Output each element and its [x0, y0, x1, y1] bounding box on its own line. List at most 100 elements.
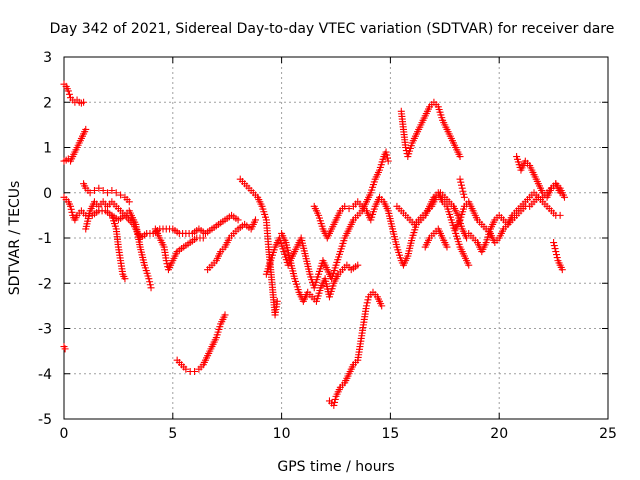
y-tick-label: -1: [38, 231, 52, 247]
data-point: [459, 187, 467, 195]
data-point: [378, 302, 386, 310]
series-arc-3: [60, 193, 242, 242]
data-point: [146, 281, 154, 289]
series-arc-21: [456, 175, 468, 201]
data-point: [460, 190, 468, 198]
data-point: [362, 302, 370, 310]
data-point: [458, 184, 466, 192]
data-point: [99, 186, 107, 194]
data-point: [146, 278, 154, 286]
series-arc-7: [151, 225, 207, 274]
x-tick-label: 15: [381, 426, 399, 442]
data-point: [341, 202, 349, 210]
data-point: [457, 178, 465, 186]
data-point: [363, 299, 371, 307]
data-point: [556, 211, 564, 219]
y-tick-label: -4: [38, 367, 52, 383]
data-point: [121, 275, 129, 283]
data-point: [463, 234, 471, 242]
series-arc-15: [310, 189, 473, 269]
data-point: [125, 198, 133, 206]
x-tick-label: 0: [60, 426, 69, 442]
data-point: [147, 284, 155, 292]
data-point: [191, 367, 199, 375]
data-point: [364, 296, 372, 304]
data-point: [556, 189, 564, 197]
y-tick-label: -2: [38, 276, 52, 292]
data-point: [331, 398, 339, 406]
y-tick-label: 2: [43, 95, 52, 111]
data-point: [465, 261, 473, 269]
data-point: [145, 275, 153, 283]
data-point: [560, 193, 568, 201]
data-point: [67, 202, 75, 210]
data-point: [64, 87, 72, 95]
data-point: [383, 154, 391, 162]
data-point: [443, 243, 451, 251]
data-point: [182, 365, 190, 373]
y-tick-label: 1: [43, 141, 52, 157]
data-point: [345, 205, 353, 213]
y-tick-label: 0: [43, 186, 52, 202]
data-point: [354, 261, 362, 269]
data-point: [273, 297, 281, 305]
data-point: [117, 191, 125, 199]
data-point: [234, 216, 242, 224]
data-point: [251, 216, 259, 224]
data-point: [460, 193, 468, 201]
x-tick-label: 5: [168, 426, 177, 442]
grid: [64, 57, 608, 419]
data-point: [162, 257, 170, 265]
chart-title: Day 342 of 2021, Sidereal Day-to-day VTE…: [50, 21, 615, 37]
data-point: [402, 144, 410, 151]
series-arc-17: [397, 98, 464, 161]
data-point: [382, 148, 390, 156]
data-point: [65, 90, 73, 98]
data-point: [384, 157, 392, 165]
data-point: [330, 401, 338, 409]
y-tick-label: -5: [38, 412, 52, 428]
series-arc-14: [325, 288, 386, 409]
data-point: [550, 239, 558, 247]
data-point: [550, 242, 558, 250]
data-point: [104, 189, 112, 197]
series-arc-8: [60, 343, 69, 353]
data-point: [553, 254, 561, 262]
series-arc-1: [60, 80, 88, 107]
series-arc-23: [550, 239, 566, 274]
data-marks: [60, 80, 568, 409]
data-point: [108, 186, 116, 194]
data-point: [558, 266, 566, 274]
data-point: [80, 98, 88, 106]
data-point: [68, 208, 76, 216]
data-point: [90, 186, 98, 194]
series-arc-2: [60, 125, 90, 165]
series-arc-13: [278, 229, 362, 305]
series-arc-10: [204, 216, 259, 274]
data-point: [331, 395, 339, 403]
x-tick-label: 20: [490, 426, 508, 442]
series-arc-6: [108, 211, 129, 283]
data-point: [67, 205, 75, 213]
y-axis-label: SDTVAR / TECUs: [7, 181, 23, 296]
x-tick-label: 10: [273, 426, 291, 442]
data-point: [456, 175, 464, 183]
data-point: [112, 189, 120, 197]
data-point: [221, 311, 229, 319]
data-point: [82, 125, 90, 133]
data-point: [199, 234, 207, 242]
y-tick-label: -3: [38, 322, 52, 338]
data-point: [551, 245, 559, 253]
x-tick-label: 25: [599, 426, 617, 442]
axes: 0 5 10 15 20 25 -5 -4 -3 -2 -1 0 1 2 3: [38, 50, 617, 442]
data-point: [61, 345, 69, 353]
data-point: [553, 251, 561, 259]
data-point: [552, 248, 560, 256]
data-point: [163, 260, 171, 268]
x-axis-label: GPS time / hours: [277, 459, 394, 475]
series-arc-18: [421, 225, 451, 251]
series-arc-5: [82, 198, 155, 292]
series-arc-19: [452, 193, 564, 247]
data-point: [95, 184, 103, 192]
